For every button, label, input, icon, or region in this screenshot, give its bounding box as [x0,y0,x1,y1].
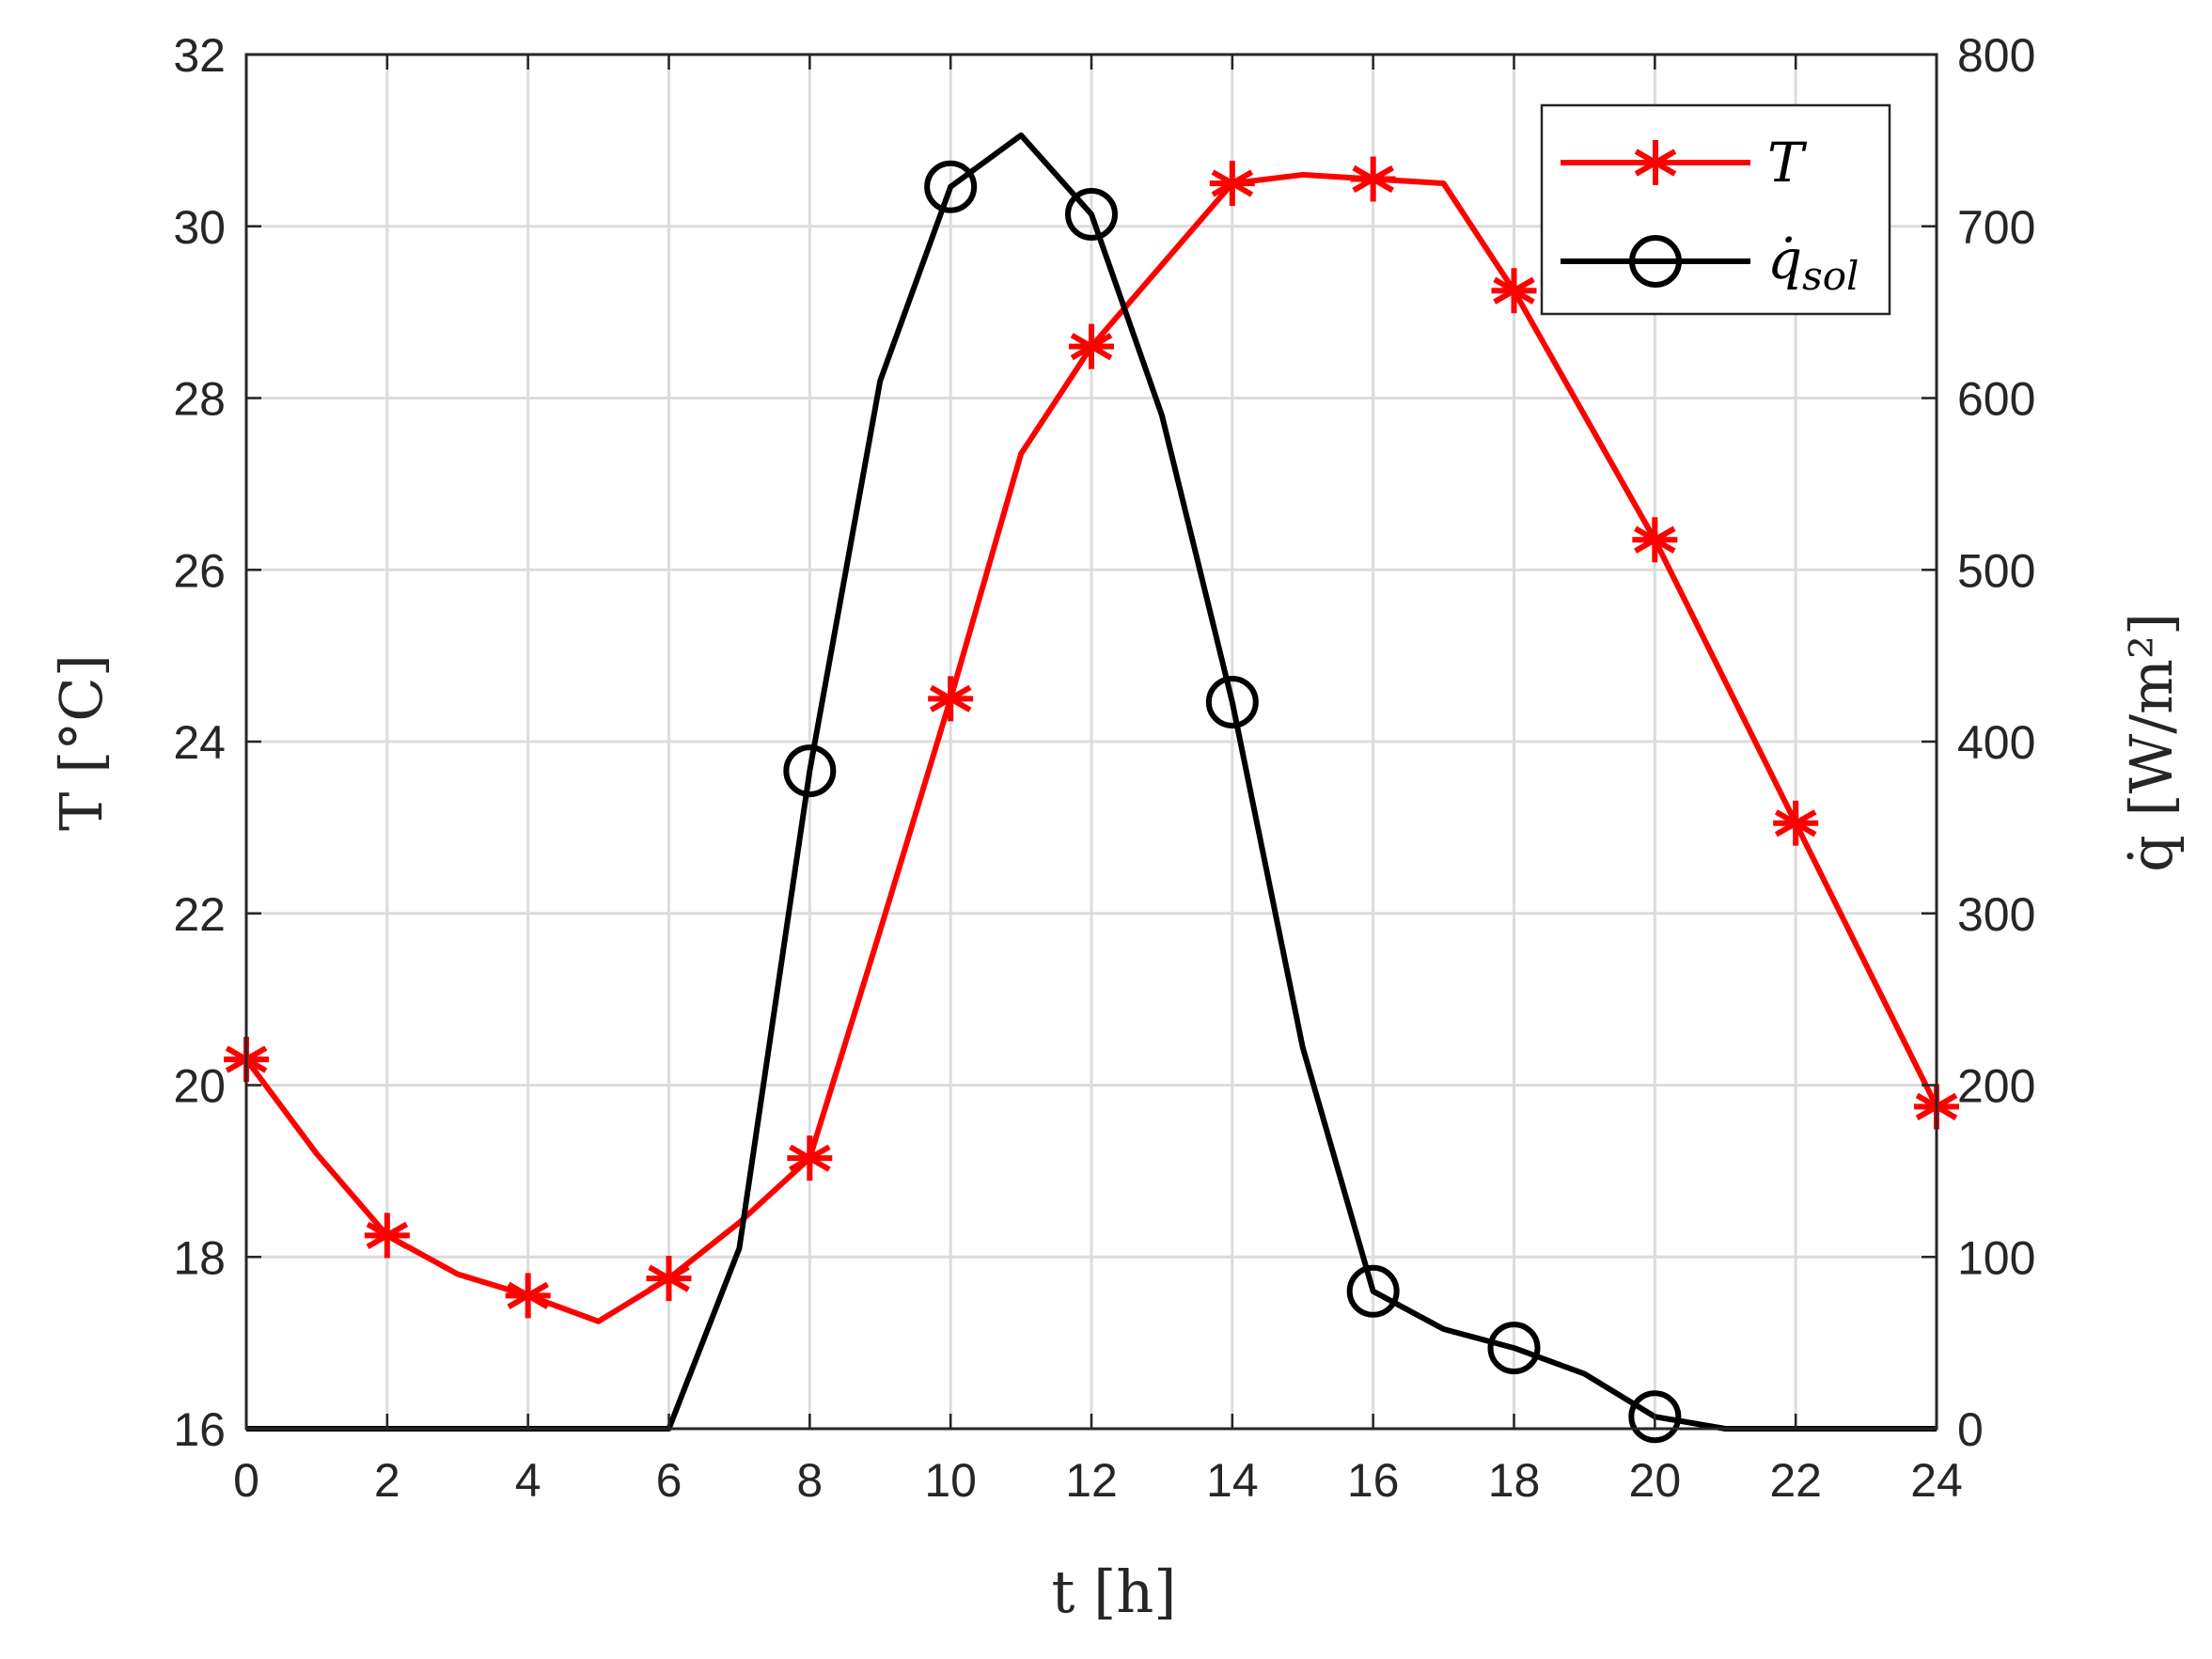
asterisk-stroke [366,1221,409,1250]
legend-q-sub: sol [1802,253,1859,299]
y-right-tick-label: 0 [1957,1403,1984,1456]
x-tick-label: 20 [1629,1454,1682,1507]
y-left-tick-label: 18 [173,1231,226,1284]
x-tick-label: 2 [374,1454,400,1507]
y-right-tick-label: 300 [1957,888,2035,941]
x-tick-label: 18 [1488,1454,1541,1507]
q-sol-point [1065,187,1118,241]
tick-labels: 0 2 4 6 8 10 12 14 16 18 20 22 241618202224262830320… [173,29,2035,1507]
t-point [787,1135,833,1182]
legend-q-main: q̇ [1767,227,1802,291]
q-sol-point [1487,1322,1541,1375]
x-tick-label: 10 [924,1454,977,1507]
y-left-tick-label: 32 [173,29,226,82]
q-sol-point [783,744,837,798]
asterisk-stroke [1774,809,1817,837]
y-axis-left-label: T [°C] [47,654,116,831]
t-point [1773,800,1819,846]
t-point [1632,517,1678,563]
q-sol-point [1628,1390,1682,1444]
y-left-tick-label: 24 [173,716,226,769]
y-right-tick-label: 100 [1957,1231,2035,1284]
x-tick-label: 22 [1769,1454,1822,1507]
legend-q-marker [1629,235,1682,288]
asterisk-stroke [1493,276,1535,305]
t-point [364,1213,410,1259]
y-left-tick-label: 26 [173,544,226,597]
asterisk-stroke [1634,149,1677,177]
t-point [928,676,974,722]
y-right-tick-label: 500 [1957,544,2035,597]
t-point [1491,268,1537,314]
x-tick-label: 24 [1910,1454,1963,1507]
x-tick-label: 6 [656,1454,682,1507]
x-tick-label: 0 [233,1454,259,1507]
x-tick-label: 12 [1065,1454,1118,1507]
legend-entry-q: q̇sol [1561,227,1859,299]
asterisk-stroke [1352,164,1394,194]
q-sol-point [924,160,978,213]
t-point [1069,323,1114,369]
legend-q-circle [1629,235,1682,288]
t-point [505,1273,551,1319]
y-right-tick-label: 600 [1957,373,2035,426]
y-right-tick-label: 800 [1957,29,2035,82]
y-left-tick-label: 16 [173,1403,226,1456]
x-tick-label: 4 [515,1454,541,1507]
legend-t-marker [1633,140,1678,185]
legend-q-label: q̇sol [1767,227,1859,299]
x-tick-label: 16 [1347,1454,1400,1507]
y-left-tick-label: 20 [173,1060,226,1113]
x-axis-label: t [h] [1052,1557,1177,1626]
t-point [1209,161,1255,207]
legend-box [1540,103,1891,316]
y-axis-right-label: q̇ [W/m²] [2117,613,2186,872]
y-left-tick-label: 28 [173,373,226,426]
q-sol-point [1346,1264,1400,1318]
y-right-tick-label: 400 [1957,716,2035,769]
axes [244,53,1938,1431]
y-right-tick-label: 700 [1957,201,2035,254]
y-left-tick-label: 30 [173,201,226,254]
asterisk-stroke [1211,169,1254,197]
t-point [646,1256,692,1302]
t-point [1350,156,1396,202]
asterisk-stroke [507,1281,549,1309]
legend-entry-t: T [1561,131,1808,195]
legend-t-asterisk [1633,140,1678,185]
y-right-tick-label: 200 [1957,1060,2035,1113]
q-sol-point [1205,675,1259,728]
x-tick-label: 14 [1206,1454,1259,1507]
asterisk-stroke [789,1144,831,1172]
y-left-tick-label: 22 [173,888,226,941]
asterisk-stroke [648,1264,690,1292]
asterisk-stroke [1634,525,1676,554]
legend-t-label: T [1767,131,1808,195]
asterisk-stroke [1070,333,1113,361]
asterisk-stroke [929,684,972,712]
x-tick-label: 8 [796,1454,823,1507]
plot-frame [244,53,1938,1431]
legend: T q̇sol [1540,103,1891,316]
